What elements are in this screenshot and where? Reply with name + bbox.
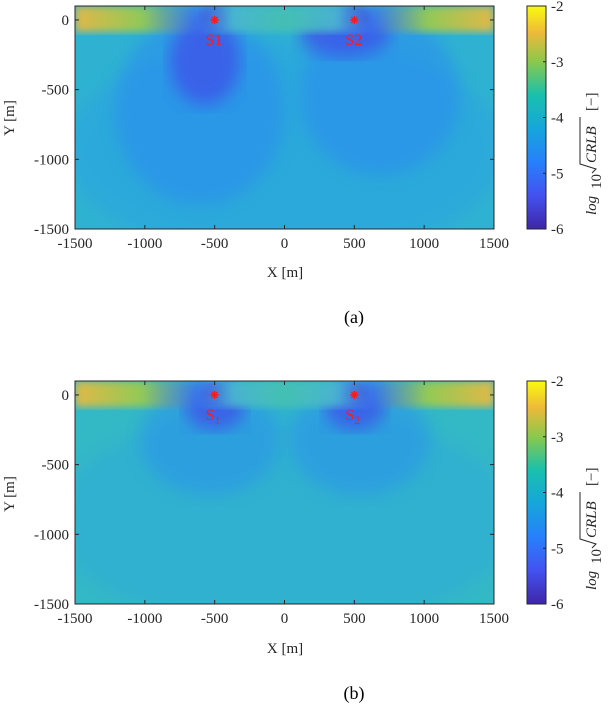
sqrt-sign-b [579,492,597,549]
y-tick-label: -500 [42,83,70,99]
colorbar-tick-label: -6 [551,222,564,238]
colorbar-tick-label: -3 [551,430,564,446]
source-markers-b: S1 S2 [206,390,360,427]
y-axis-label-a: Y [m] [2,100,18,136]
x-tick-label: -1000 [127,236,162,252]
colorbar-label-b: log 10 CRLB [−] [579,468,605,590]
colorbar-label-sub-a: 10 [589,174,605,189]
x-tick-label: 500 [343,611,366,627]
colorbar-b: -2 -3 -4 -5 -6 log 10 CRLB [−] [526,374,605,613]
x-tick-label: 0 [281,236,289,252]
source-label: S2 [345,32,362,49]
x-axis-label-b: X [m] [267,641,303,657]
colorbar-tick-label: -4 [551,111,564,127]
y-axis-label-b: Y [m] [2,476,18,512]
x-tick-label: -1500 [58,236,93,252]
colorbar-tick-label: -5 [551,541,564,557]
x-tick-label: 1000 [409,611,439,627]
source-marker [210,15,219,24]
colorbar-label-unit-b: [−] [584,468,600,486]
colorbar-tick-label: -3 [551,55,564,71]
colorbar-label-rad-b: CRLB [584,501,600,538]
y-tick-label: 0 [62,388,70,404]
x-tick-label: -500 [201,236,229,252]
x-axis-label-a: X [m] [267,265,303,281]
y-tick-label: -1500 [34,597,69,613]
colorbar-ticks-a: -2 -3 -4 -5 -6 [543,0,564,238]
colorbar-tick-label: -2 [551,0,564,15]
colorbar-label-unit-a: [−] [584,93,600,111]
colorbar-label-sub-b: 10 [589,549,605,564]
x-tick-label: -1000 [127,611,162,627]
y-tick-label: -1000 [34,527,69,543]
source-label: S1 [206,407,221,427]
plot-a: -1500 -1000 -500 0 500 1000 1500 0 -500 -1000 -150… [2,5,509,328]
x-tick-label: 1500 [479,611,509,627]
x-tick-label: 1000 [409,236,439,252]
x-tick-label: 500 [343,236,366,252]
x-tick-label: -500 [201,611,229,627]
y-tick-label: -1000 [34,152,69,168]
caption-a: (a) [344,307,364,328]
colorbar-a: -2 -3 -4 -5 -6 log 10 CRLB [−] [526,0,605,238]
ticks-a: -1500 -1000 -500 0 500 1000 1500 0 -500 -1000 -150… [34,6,509,252]
source-label: S1 [206,32,223,49]
ticks-b: -1500 -1000 -500 0 500 1000 1500 0 -500 -1000 -150… [34,381,509,627]
y-tick-label: -1500 [34,222,69,238]
caption-b: (b) [344,683,365,704]
source-marker [350,15,359,24]
colorbar-label-rad-a: CRLB [584,126,600,163]
colorbar-label-a: log 10 CRLB [−] [579,93,605,215]
x-tick-label: 1500 [479,236,509,252]
heatmap-a [75,6,494,229]
x-tick-label: 0 [281,611,289,627]
source-label: S2 [345,407,360,427]
colorbar-tick-label: -6 [551,597,564,613]
colorbar-tick-label: -5 [551,166,564,182]
colorbar-label-log-a: log [584,195,600,215]
heatmap-b [75,381,494,604]
source-marker [210,390,219,399]
source-marker [350,390,359,399]
colorbar-tick-label: -4 [551,486,564,502]
colorbar-tick-label: -2 [551,374,564,390]
source-markers-a: S1 S2 [206,15,362,49]
plot-b: -1500 -1000 -500 0 500 1000 1500 0 -500 -1000 -150… [2,380,509,704]
y-tick-label: 0 [62,13,70,29]
colorbar-label-log-b: log [584,570,600,590]
y-tick-label: -500 [42,458,70,474]
x-tick-label: -1500 [58,611,93,627]
colorbar-ticks-b: -2 -3 -4 -5 -6 [543,374,564,613]
sqrt-sign-a [579,117,597,174]
